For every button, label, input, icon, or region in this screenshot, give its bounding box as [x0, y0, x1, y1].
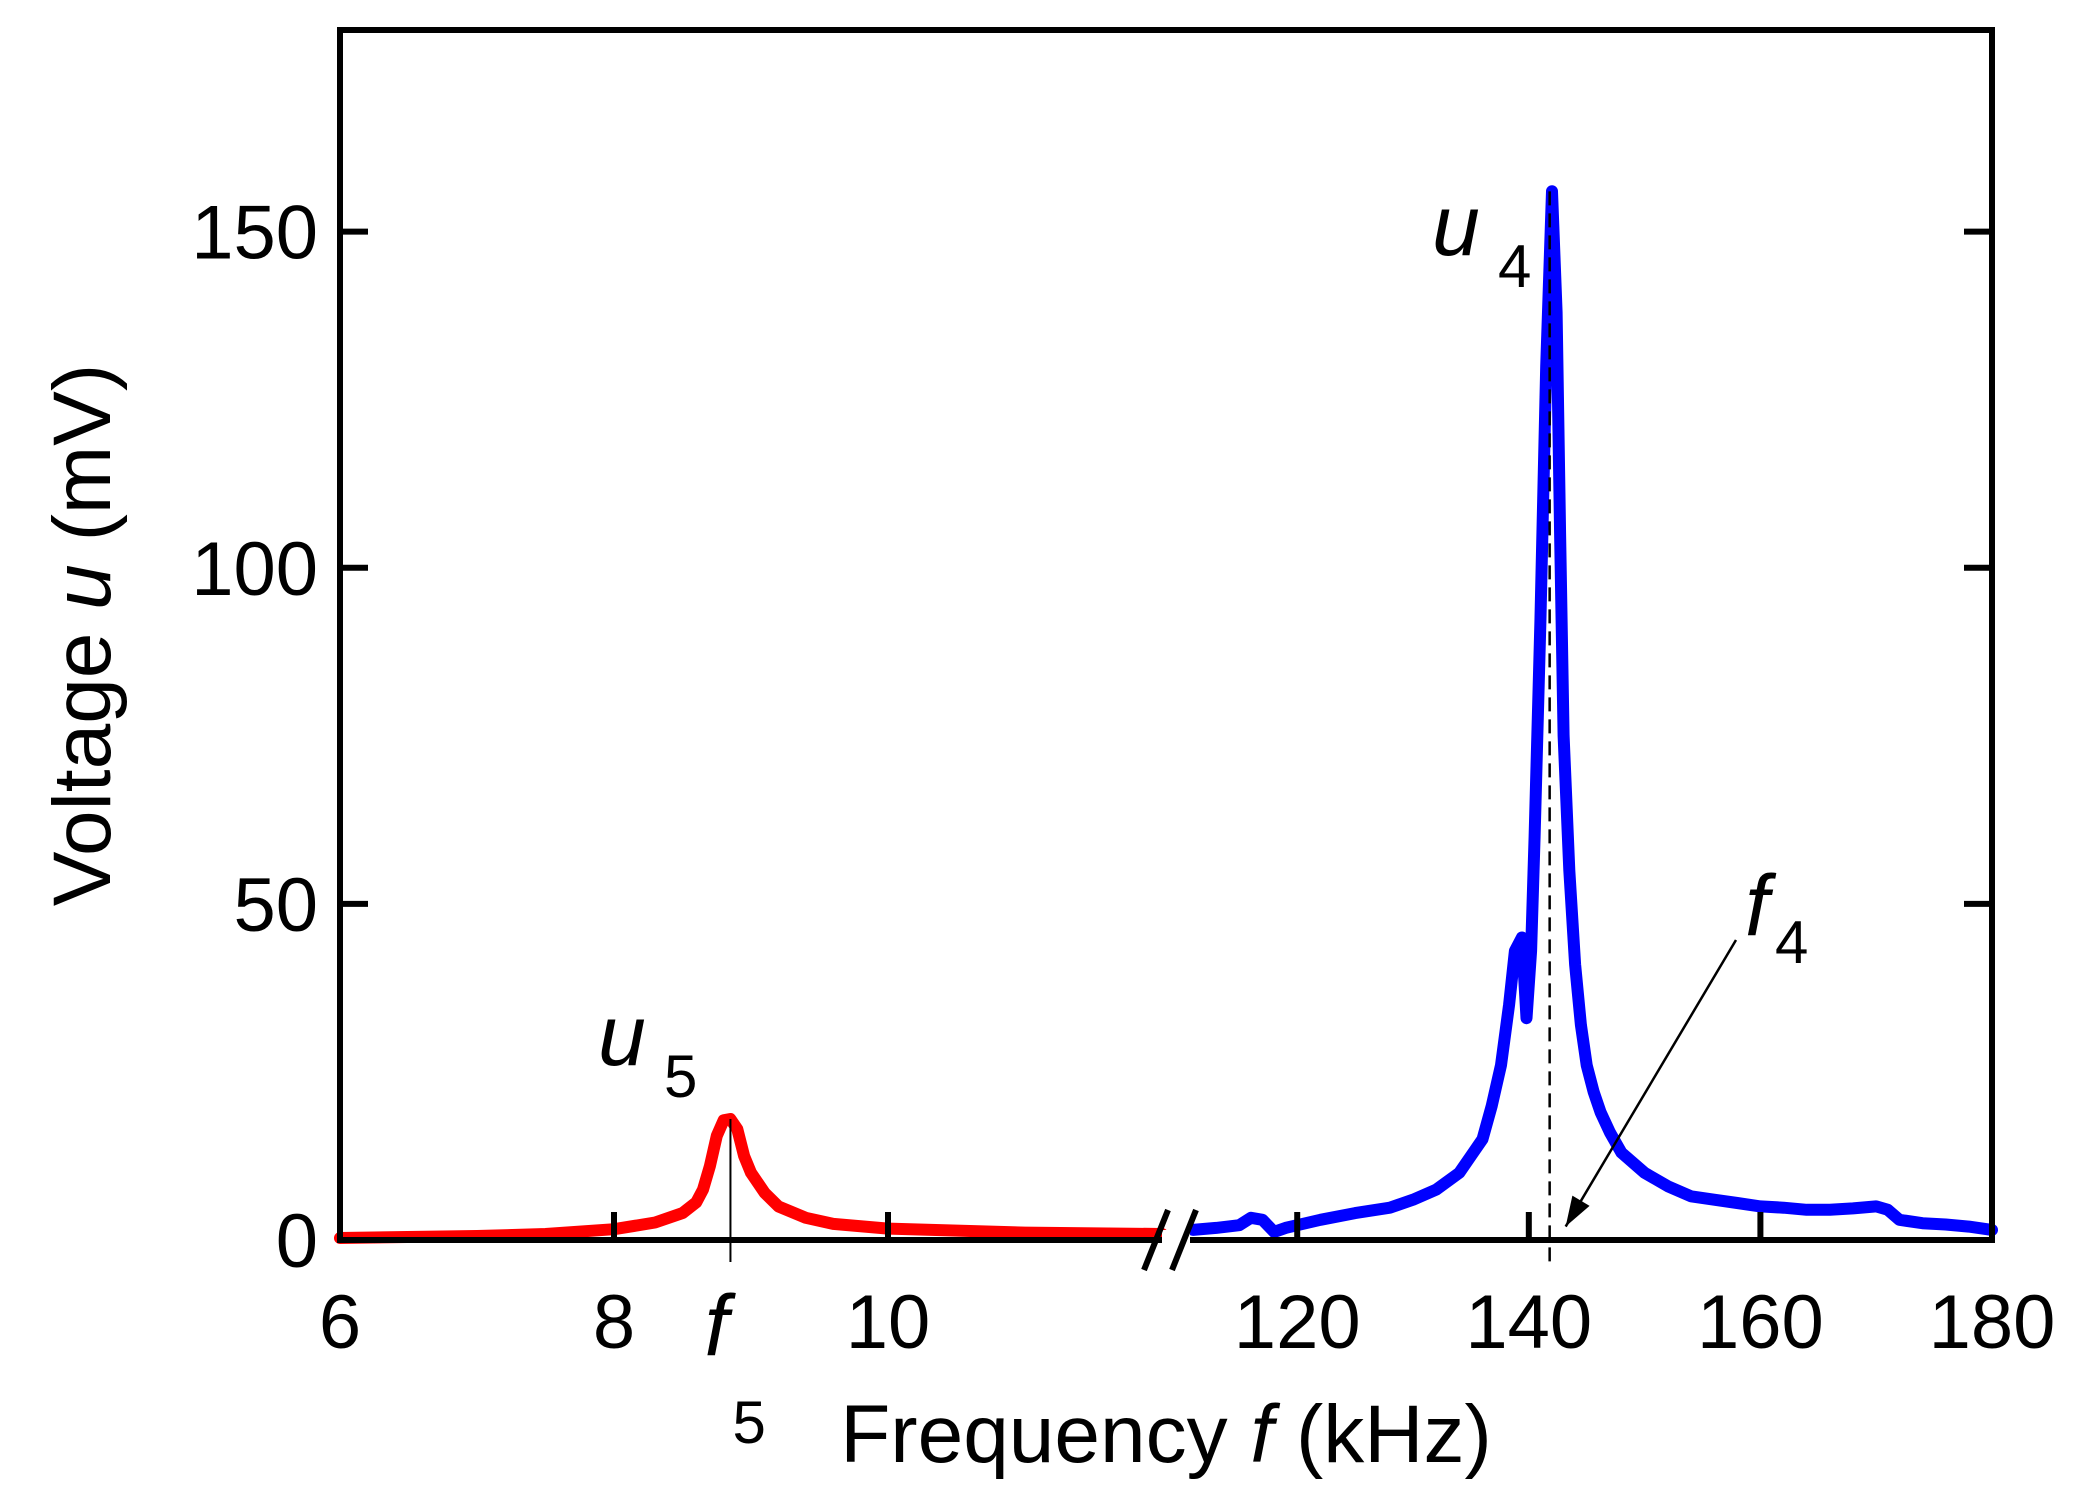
axis-break-marks: [1141, 1208, 1199, 1272]
annotation-f4-subscript: 4: [1775, 909, 1808, 976]
y-tick-label-50: 50: [233, 863, 318, 948]
x-tick-label-160: 160: [1697, 1280, 1824, 1365]
annotation-f5-subscript: 5: [732, 1389, 765, 1456]
annotation-f4-arrowhead: [1565, 1195, 1590, 1227]
x-tick-label-6: 6: [319, 1280, 361, 1365]
series-layer: [334, 185, 1998, 1244]
annotation-f4: f 4: [1564, 858, 1808, 1228]
x-tick-label-10: 10: [846, 1280, 931, 1365]
y-tick-label-0: 0: [276, 1199, 318, 1284]
annotation-u5-subscript: 5: [664, 1043, 697, 1110]
annotation-f5: f 5: [704, 1278, 765, 1456]
tick-marks: [340, 228, 1992, 1240]
series-line-u4: [1187, 185, 1998, 1238]
annotation-f4-arrow: [1564, 939, 1738, 1228]
annotation-f4-symbol: f: [1745, 858, 1777, 954]
y-tick-label-150: 150: [191, 191, 318, 276]
x-axis-title-unit: (kHz): [1273, 1389, 1492, 1480]
annotation-u5-symbol: u: [598, 988, 646, 1084]
x-tick-label-140: 140: [1465, 1280, 1592, 1365]
plot-frame: [337, 27, 1995, 1243]
y-axis-title-unit: (mV): [37, 364, 128, 564]
series-line-u5: [334, 1113, 1168, 1244]
annotation-u4-symbol: u: [1432, 178, 1480, 274]
y-axis-title-prefix: Voltage: [37, 610, 128, 906]
y-tick-label-100: 100: [191, 527, 318, 612]
reference-lines: [729, 191, 1551, 1262]
tick-labels: 0 50 100 150 6 8 10 120 140 160 180: [191, 191, 2055, 1365]
x-tick-label-120: 120: [1234, 1280, 1361, 1365]
x-axis-title: Frequency f (kHz): [840, 1389, 1492, 1480]
annotation-u4: u 4: [1432, 178, 1531, 300]
axis-break-slash-1: [1141, 1208, 1171, 1272]
annotation-u4-subscript: 4: [1498, 233, 1531, 300]
y-axis-title-variable: u: [37, 564, 128, 610]
x-axis-title-prefix: Frequency: [840, 1389, 1250, 1480]
y-axis-title: Voltage u (mV): [37, 364, 128, 906]
x-tick-label-180: 180: [1929, 1280, 2056, 1365]
annotation-u5: u 5: [598, 988, 697, 1110]
axis-break-slash-2: [1169, 1208, 1199, 1272]
x-tick-label-8: 8: [593, 1280, 635, 1365]
annotation-f5-symbol: f: [704, 1278, 736, 1374]
